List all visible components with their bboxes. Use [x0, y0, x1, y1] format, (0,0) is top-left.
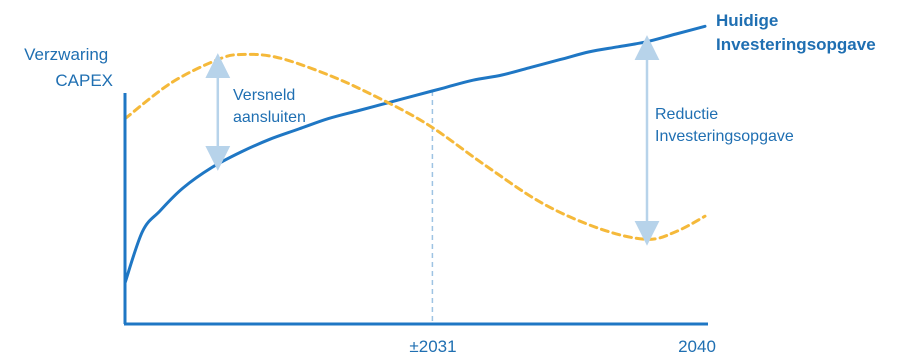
y-axis-label: Verzwaring CAPEX [24, 45, 113, 90]
annotation-versneld-line-2: aansluiten [233, 109, 306, 126]
series-line-huidige-investeringsopgave [123, 24, 707, 285]
series-label-huidige-investeringsopgave: Huidige Investeringsopgave [716, 11, 876, 54]
series-label-line-2: Investeringsopgave [716, 35, 876, 54]
series-line-dashed [123, 52, 707, 241]
annotation-versneld-line-1: Versneld [233, 87, 295, 104]
x-tick-label-2031: ±2031 [409, 337, 456, 356]
annotation-reductie-line-2: Investeringsopgave [655, 128, 794, 145]
series-label-line-1: Huidige [716, 11, 778, 30]
y-axis-label-line-2: CAPEX [55, 71, 113, 90]
plot-area [123, 24, 707, 324]
annotation-reductie-investeringsopgave: Reductie Investeringsopgave [655, 106, 794, 145]
y-axis-label-line-1: Verzwaring [24, 45, 108, 64]
annotation-versneld-aansluiten: Versneld aansluiten [233, 87, 306, 126]
annotation-reductie-line-1: Reductie [655, 106, 718, 123]
x-tick-label-2040: 2040 [678, 337, 716, 356]
